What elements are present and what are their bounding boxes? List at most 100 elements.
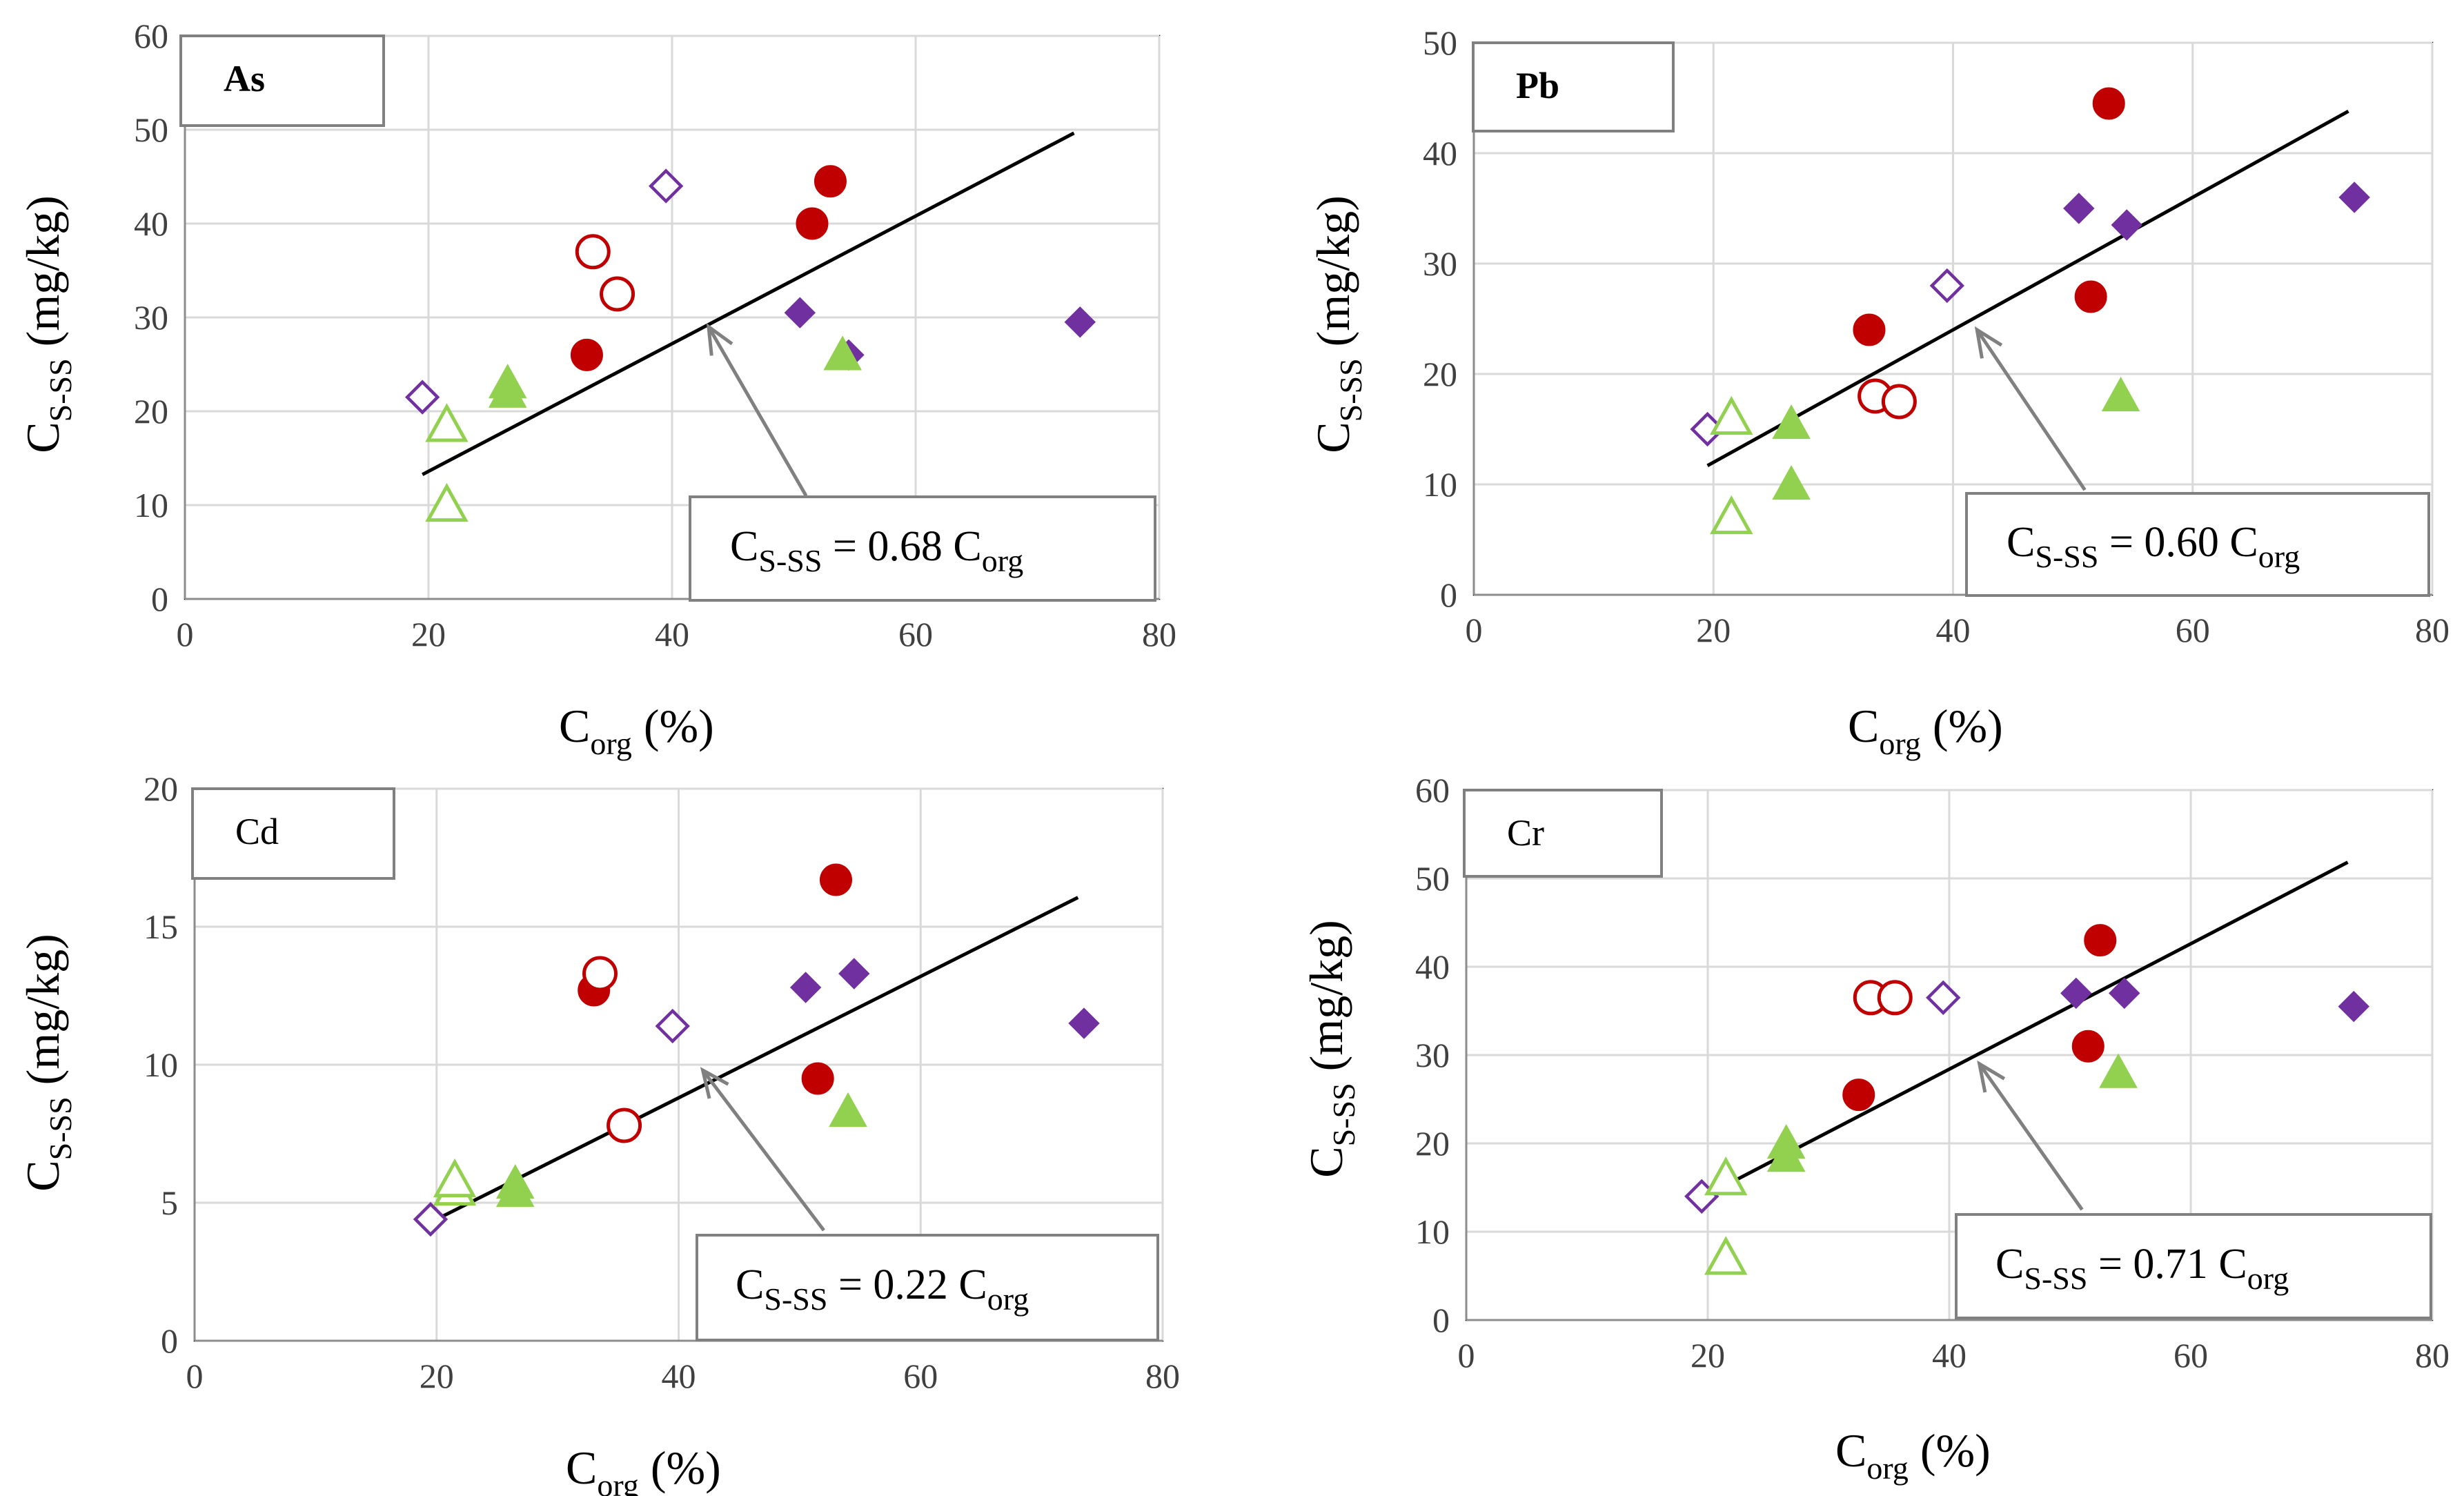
equation-sub: S-SS — [758, 543, 822, 578]
data-point-triangle — [2101, 376, 2140, 412]
y-axis-title: CS-SS (mg/kg) — [17, 195, 78, 453]
data-point-triangle — [495, 1163, 535, 1199]
data-point-triangle — [1704, 1236, 1748, 1275]
x-tick-label: 80 — [2415, 1336, 2450, 1375]
y-tick-label: 40 — [134, 204, 168, 243]
equation-box — [1965, 492, 2430, 597]
y-axis-title-unit: (mg/kg) — [17, 934, 69, 1096]
y-tick-label: 40 — [1423, 134, 1457, 173]
equation-mid: = 0.68 C — [822, 523, 981, 570]
equation-sub: S-SS — [764, 1281, 827, 1317]
data-point-triangle — [823, 335, 862, 371]
x-axis-title-main: C — [1848, 700, 1879, 752]
y-axis-title-unit: (mg/kg) — [1300, 920, 1352, 1083]
y-tick-label: 60 — [1415, 771, 1450, 809]
data-point-diamond — [1926, 980, 1961, 1015]
data-point-circle — [2074, 280, 2107, 313]
y-axis-title-main: C — [1307, 422, 1359, 453]
y-tick-label: 0 — [1432, 1301, 1450, 1339]
x-axis-title-unit: (%) — [639, 1441, 721, 1494]
y-axis-title: CS-SS (mg/kg) — [17, 934, 78, 1192]
metal-label: Pb — [1516, 65, 1559, 106]
data-point-triangle — [1704, 1157, 1748, 1196]
x-tick-label: 20 — [1696, 611, 1731, 649]
y-tick-label: 20 — [144, 769, 178, 808]
data-point-diamond — [2111, 209, 2142, 241]
data-point-diamond — [1064, 306, 1096, 338]
equation-sub: S-SS — [2035, 539, 2098, 574]
y-axis-title-main: C — [17, 422, 69, 453]
annotation-arrow-head — [700, 1067, 729, 1099]
data-point-triangle — [1772, 464, 1811, 500]
metal-label: As — [224, 58, 265, 99]
equation-text: CS-SS = 0.71 Corg — [1995, 1241, 2289, 1296]
equation-main: C — [1995, 1241, 2024, 1288]
y-tick-label: 40 — [1415, 947, 1450, 986]
x-tick-label: 80 — [2415, 611, 2450, 649]
x-tick-label: 0 — [1466, 611, 1483, 649]
x-tick-label: 40 — [655, 615, 689, 653]
x-axis-title-sub: org — [590, 726, 632, 761]
x-tick-label: 60 — [898, 615, 933, 653]
y-tick-label: 0 — [151, 580, 168, 618]
x-axis-title-unit: (%) — [632, 700, 714, 752]
data-point-circle — [2092, 87, 2125, 120]
x-axis-title-sub: org — [1879, 726, 1921, 761]
data-point-triangle — [488, 364, 527, 399]
data-point-diamond — [1068, 1007, 1100, 1039]
x-axis-title: Corg (%) — [559, 700, 714, 761]
annotation-arrow-shaft — [701, 1069, 825, 1232]
data-point-diamond — [838, 958, 870, 990]
data-point-circle — [1877, 980, 1913, 1016]
data-point-triangle — [425, 403, 469, 442]
y-axis-title-sub: S-SS — [43, 358, 78, 422]
equation-sub2: org — [987, 1281, 1029, 1317]
data-point-circle — [1853, 313, 1886, 346]
y-axis-title-unit: (mg/kg) — [1307, 195, 1359, 358]
y-axis-title: CS-SS (mg/kg) — [1300, 920, 1361, 1178]
x-tick-label: 60 — [2174, 1336, 2208, 1375]
data-point-diamond — [1929, 268, 1965, 304]
y-axis-title-main: C — [1300, 1146, 1352, 1177]
regression-line — [422, 131, 1075, 476]
y-tick-label: 0 — [1440, 575, 1457, 614]
x-tick-label: 20 — [420, 1357, 454, 1395]
data-point-triangle — [425, 482, 469, 522]
y-tick-label: 10 — [134, 486, 168, 524]
data-point-diamond — [655, 1008, 690, 1044]
data-point-circle — [570, 338, 603, 371]
metal-label-box — [1463, 789, 1663, 878]
data-point-circle — [1842, 1079, 1875, 1112]
x-tick-label: 40 — [1932, 1336, 1967, 1375]
x-tick-label: 60 — [903, 1357, 938, 1395]
equation-mid: = 0.60 C — [2098, 519, 2258, 566]
data-point-circle — [1881, 384, 1917, 420]
y-tick-label: 30 — [134, 298, 168, 337]
x-tick-label: 20 — [1691, 1336, 1725, 1375]
data-point-diamond — [413, 1201, 449, 1237]
equation-sub2: org — [2247, 1261, 2289, 1296]
x-tick-label: 0 — [1458, 1336, 1475, 1375]
x-tick-label: 80 — [1145, 1357, 1180, 1395]
regression-line — [429, 896, 1079, 1224]
data-point-circle — [2084, 924, 2117, 957]
x-axis-title-sub: org — [1866, 1450, 1909, 1486]
data-point-diamond — [404, 380, 440, 415]
metal-label-box — [179, 35, 385, 127]
annotation-arrow-head — [1977, 1060, 2006, 1093]
data-point-triangle — [1710, 495, 1753, 535]
x-axis-title-unit: (%) — [1921, 700, 2003, 752]
regression-line — [1706, 110, 2349, 467]
x-axis-title-main: C — [566, 1441, 597, 1494]
data-point-triangle — [829, 1092, 867, 1128]
y-axis-title-sub: S-SS — [43, 1096, 78, 1160]
y-axis-title-main: C — [17, 1160, 69, 1191]
x-axis-title-sub: org — [597, 1468, 639, 1496]
y-tick-label: 50 — [1415, 859, 1450, 898]
equation-main: C — [736, 1261, 764, 1308]
